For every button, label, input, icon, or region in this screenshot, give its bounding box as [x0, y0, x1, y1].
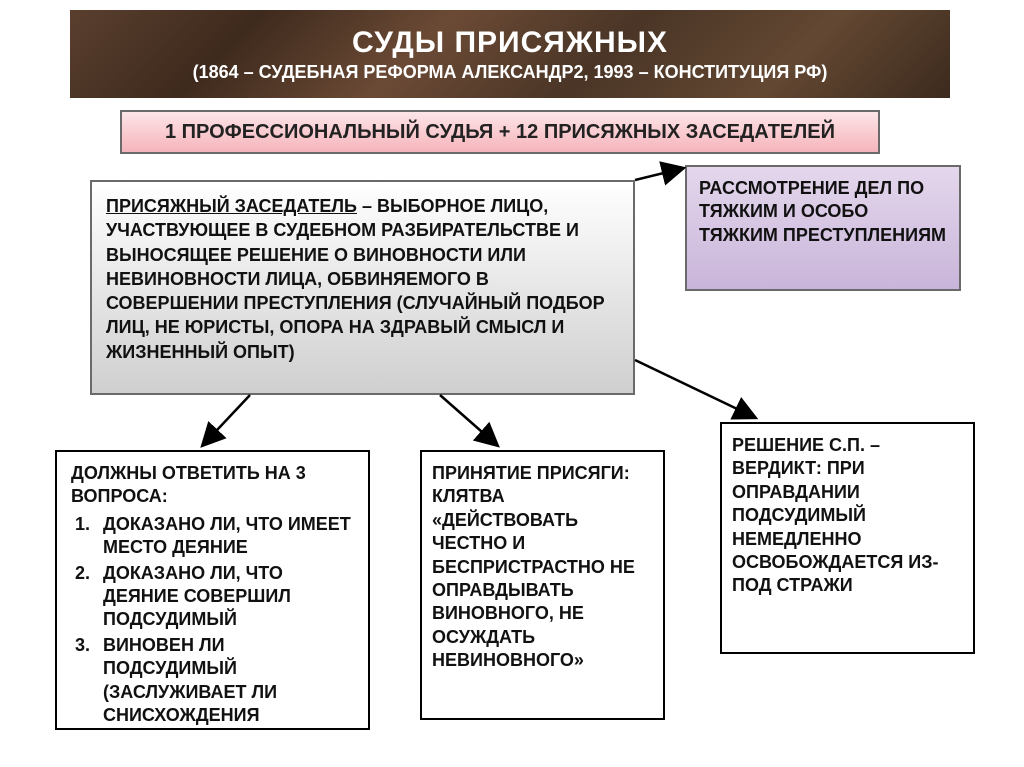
title-banner: СУДЫ ПРИСЯЖНЫХ (1864 – СУДЕБНАЯ РЕФОРМА …	[70, 10, 950, 98]
composition-text: 1 ПРОФЕССИОНАЛЬНЫЙ СУДЬЯ + 12 ПРИСЯЖНЫХ …	[165, 121, 835, 144]
question-2: ДОКАЗАНО ЛИ, ЧТО ДЕЯНИЕ СОВЕРШИЛ ПОДСУДИ…	[95, 562, 358, 632]
verdict-box: РЕШЕНИЕ С.П. – ВЕРДИКТ: ПРИ ОПРАВДАНИИ П…	[720, 422, 975, 654]
definition-term: ПРИСЯЖНЫЙ ЗАСЕДАТЕЛЬ	[106, 196, 357, 216]
subtitle: (1864 – СУДЕБНАЯ РЕФОРМА АЛЕКСАНДР2, 199…	[193, 62, 828, 83]
question-3: ВИНОВЕН ЛИ ПОДСУДИМЫЙ (ЗАСЛУЖИВАЕТ ЛИ СН…	[95, 634, 358, 728]
main-title: СУДЫ ПРИСЯЖНЫХ	[352, 26, 668, 60]
definition-box: ПРИСЯЖНЫЙ ЗАСЕДАТЕЛЬ – ВЫБОРНОЕ ЛИЦО, УЧ…	[90, 180, 635, 395]
cases-box: РАССМОТРЕНИЕ ДЕЛ ПО ТЯЖКИМ И ОСОБО ТЯЖКИ…	[685, 165, 961, 291]
oath-box: ПРИНЯТИЕ ПРИСЯГИ: КЛЯТВА «ДЕЙСТВОВАТЬ ЧЕ…	[420, 450, 665, 720]
oath-text: ПРИНЯТИЕ ПРИСЯГИ: КЛЯТВА «ДЕЙСТВОВАТЬ ЧЕ…	[432, 463, 635, 670]
composition-box: 1 ПРОФЕССИОНАЛЬНЫЙ СУДЬЯ + 12 ПРИСЯЖНЫХ …	[120, 110, 880, 154]
questions-header: ДОЛЖНЫ ОТВЕТИТЬ НА 3 ВОПРОСА:	[71, 462, 358, 509]
cases-text: РАССМОТРЕНИЕ ДЕЛ ПО ТЯЖКИМ И ОСОБО ТЯЖКИ…	[699, 178, 946, 245]
question-1: ДОКАЗАНО ЛИ, ЧТО ИМЕЕТ МЕСТО ДЕЯНИЕ	[95, 513, 358, 560]
verdict-text: РЕШЕНИЕ С.П. – ВЕРДИКТ: ПРИ ОПРАВДАНИИ П…	[732, 435, 939, 595]
definition-text: – ВЫБОРНОЕ ЛИЦО, УЧАСТВУЮЩЕЕ В СУДЕБНОМ …	[106, 196, 605, 362]
questions-box: ДОЛЖНЫ ОТВЕТИТЬ НА 3 ВОПРОСА: ДОКАЗАНО Л…	[55, 450, 370, 730]
questions-list: ДОКАЗАНО ЛИ, ЧТО ИМЕЕТ МЕСТО ДЕЯНИЕ ДОКА…	[95, 513, 358, 728]
